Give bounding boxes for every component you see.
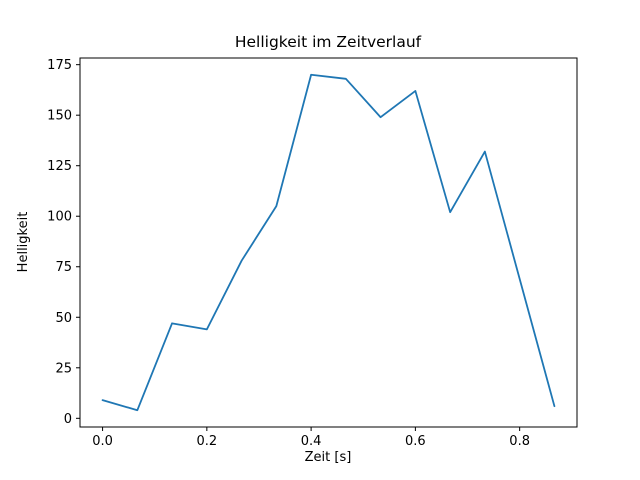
- y-tick-label: 150: [47, 109, 72, 124]
- plot-area: [79, 57, 578, 428]
- y-tick-label: 100: [47, 210, 72, 225]
- ticks: 0.0 0.2 0.4 0.6 0.8 0 25 50 75 100 125 150 175: [47, 58, 530, 449]
- data-series: [101, 73, 556, 412]
- y-tick-label: 0: [64, 412, 72, 427]
- chart-title: Helligkeit im Zeitverlauf: [235, 33, 422, 51]
- x-tick-label: 0.2: [196, 434, 217, 449]
- y-tick-label: 125: [47, 159, 72, 174]
- y-tick-label: 75: [55, 260, 72, 275]
- x-tick-label: 0.6: [405, 434, 426, 449]
- y-tick-label: 175: [47, 58, 72, 73]
- y-tick-label: 25: [55, 361, 72, 376]
- y-axis-label: Helligkeit: [16, 212, 31, 273]
- x-tick-label: 0.0: [92, 434, 113, 449]
- x-tick-label: 0.8: [509, 434, 530, 449]
- x-tick-label: 0.4: [301, 434, 322, 449]
- x-axis-label: Zeit [s]: [305, 450, 352, 465]
- series-line: [101, 73, 556, 412]
- y-tick-label: 50: [55, 311, 72, 326]
